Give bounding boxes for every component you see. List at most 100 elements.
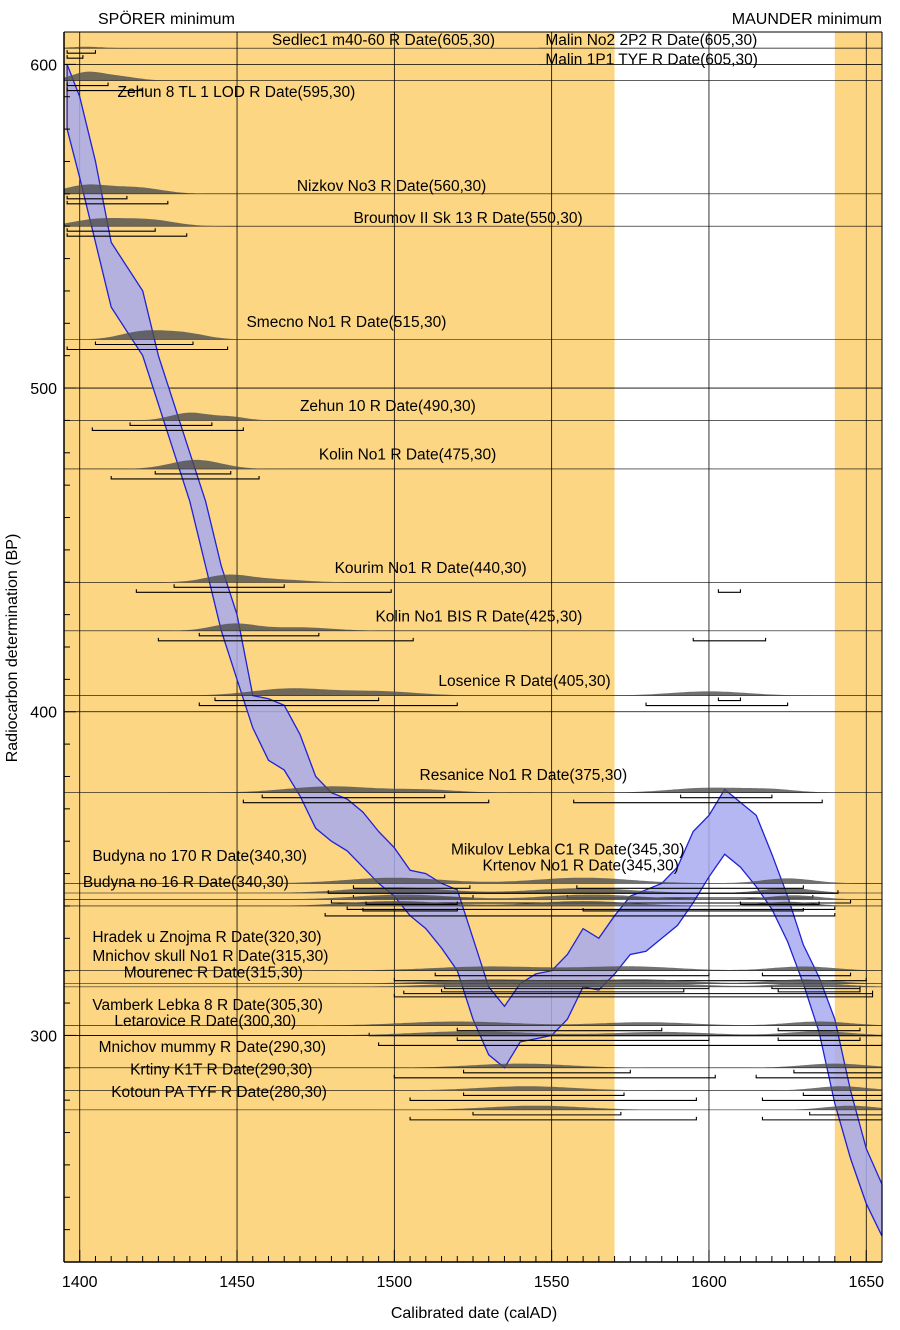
determination-label: Kotoun PA TYF R Date(280,30)	[111, 1084, 327, 1101]
probability-distribution	[64, 1063, 882, 1068]
determination-label: Kolin No1 R Date(475,30)	[319, 447, 497, 464]
determination-9: Kourim No1 R Date(440,30)	[64, 560, 882, 593]
determination-label: Kolin No1 BIS R Date(425,30)	[375, 608, 582, 625]
determination-10: Kolin No1 BIS R Date(425,30)	[64, 608, 882, 642]
range-2sigma-0	[324, 912, 836, 917]
probability-distribution	[64, 1086, 882, 1091]
probability-distribution	[64, 623, 882, 631]
probability-distribution	[64, 786, 882, 793]
range-2sigma-1	[573, 799, 823, 804]
range-1sigma-1	[576, 885, 804, 889]
range-1sigma-1	[680, 794, 773, 799]
range-2sigma-0	[242, 799, 490, 804]
x-tick-label-1450: 1450	[219, 1274, 255, 1291]
range-1sigma-1	[761, 972, 852, 977]
determination-label: Broumov II Sk 13 R Date(550,30)	[353, 210, 582, 227]
probability-distribution	[64, 1105, 882, 1110]
determination-17: Hradek u Znojma R Date(320,30)	[64, 929, 882, 982]
determination-7: Zehun 10 R Date(490,30)	[64, 398, 882, 431]
determination-label: Sedlec1 m40-60 R Date(605,30)	[272, 32, 495, 49]
range-1sigma-1	[739, 901, 820, 906]
x-tick-label-1500: 1500	[377, 1274, 413, 1291]
range-1sigma-0	[261, 794, 446, 799]
range-1sigma-0	[434, 972, 710, 977]
probability-distribution	[64, 184, 882, 194]
range-1sigma-0	[463, 1069, 631, 1074]
range-2sigma-0	[66, 87, 144, 92]
probability-distribution	[64, 966, 882, 971]
range-2sigma-0	[403, 990, 874, 995]
y-tick-label-300: 300	[30, 1028, 57, 1045]
determination-label: Malin No2 2P2 R Date(605,30)	[545, 32, 757, 49]
x-tick-label-1600: 1600	[691, 1274, 727, 1291]
probability-distribution	[64, 877, 882, 884]
period-label-maunder: MAUNDER minimum	[732, 11, 882, 28]
probability-distribution	[64, 1031, 882, 1036]
range-1sigma-0	[440, 988, 685, 993]
range-2sigma-0	[409, 1116, 697, 1121]
range-1sigma-0	[352, 885, 471, 889]
range-1sigma-0	[214, 697, 380, 702]
range-1sigma-0	[129, 422, 213, 426]
probability-distribution	[64, 330, 882, 340]
determination-4: Nizkov No3 R Date(560,30)	[64, 178, 882, 205]
determinations: Sedlec1 m40-60 R Date(605,30) Malin No2 2…	[64, 32, 883, 1121]
range-2sigma-0	[393, 993, 874, 998]
period-band-0	[64, 32, 615, 1262]
range-2sigma-0	[393, 1074, 716, 1079]
range-1sigma-0	[173, 584, 285, 588]
probability-distribution	[64, 459, 882, 469]
determination-11: Losenice R Date(405,30)	[64, 673, 882, 707]
determination-label: Mnichov skull No1 R Date(315,30)	[92, 948, 328, 965]
probability-distribution	[64, 574, 882, 583]
determination-label: Krtiny K1T R Date(290,30)	[130, 1062, 312, 1079]
x-tick-label-1650: 1650	[848, 1274, 884, 1291]
determination-label: Zehun 8 TL 1 LOD R Date(595,30)	[117, 84, 355, 101]
determination-5: Broumov II Sk 13 R Date(550,30)	[64, 210, 882, 237]
determination-label: Letarovice R Date(300,30)	[114, 1013, 296, 1030]
range-2sigma-0	[346, 906, 836, 911]
range-2sigma-0	[66, 233, 188, 237]
determination-16: Krtenov No1 R Date(345,30)	[64, 858, 882, 911]
determination-8: Kolin No1 R Date(475,30)	[64, 447, 882, 480]
determination-label: Losenice R Date(405,30)	[438, 673, 610, 690]
y-tick-label-600: 600	[30, 57, 57, 74]
range-2sigma-0	[198, 702, 458, 707]
determination-12: Resanice No1 R Date(375,30)	[64, 767, 882, 804]
range-1sigma-0	[463, 1092, 625, 1096]
determination-label: Mnichov mummy R Date(290,30)	[99, 1039, 326, 1056]
period-label-sporer: SPÖRER minimum	[98, 10, 235, 28]
range-2sigma-0	[409, 1097, 697, 1101]
range-2sigma-0	[66, 346, 229, 351]
determination-23: Krtiny K1T R Date(290,30)	[64, 1062, 883, 1101]
range-1sigma-0	[66, 195, 128, 200]
y-axis-label: Radiocarbon determination (BP)	[4, 534, 21, 763]
axes: 1400 1450 1500 1550 1600 1650 300 400 500 600	[30, 31, 884, 1291]
range-1sigma-0	[456, 1037, 710, 1041]
probability-distribution	[64, 979, 882, 984]
determination-1: Malin No2 2P2 R Date(605,30)	[539, 32, 882, 49]
determination-label: Malin 1P1 TYF R Date(605,30)	[545, 52, 758, 69]
y-tick-label-500: 500	[30, 381, 57, 398]
minimum-period-bands	[64, 32, 882, 1262]
x-tick-label-1550: 1550	[534, 1274, 570, 1291]
probability-distribution	[64, 412, 882, 421]
period-labels: SPÖRER minimum MAUNDER minimum	[98, 10, 882, 28]
determination-22: Mnichov mummy R Date(290,30)	[64, 1039, 883, 1079]
range-1sigma-1	[777, 1037, 861, 1041]
range-2sigma-0	[66, 200, 169, 205]
probability-distribution	[64, 982, 882, 987]
probability-distribution	[64, 894, 882, 900]
range-2sigma-0	[66, 55, 84, 59]
range-2sigma-1	[692, 637, 767, 642]
range-1sigma-0	[66, 82, 109, 87]
range-1sigma-0	[66, 50, 97, 54]
probability-distribution	[64, 1021, 882, 1026]
probability-distribution	[64, 688, 882, 696]
determination-label: Vamberk Lebka 8 R Date(305,30)	[92, 997, 323, 1014]
range-2sigma-1	[645, 702, 789, 707]
probability-distribution	[64, 901, 882, 906]
determination-label: Smecno No1 R Date(515,30)	[246, 314, 446, 331]
determination-15: Mikulov Lebka C1 R Date(345,30)	[64, 841, 882, 894]
